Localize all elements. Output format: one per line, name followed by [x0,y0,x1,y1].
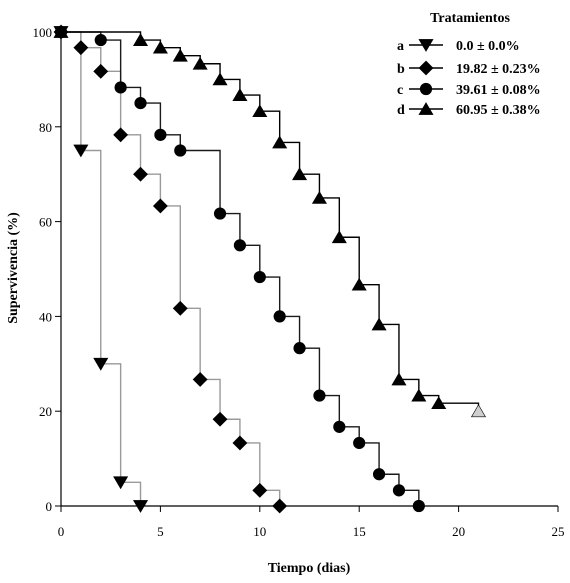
data-point-d [152,40,168,54]
data-point-c [372,468,386,481]
data-point-c [114,81,127,94]
legend-label: 39.61 ± 0.08% [456,83,541,98]
series-lines [61,31,480,506]
data-point-d [192,56,208,70]
data-point-c [94,33,107,47]
data-point-d [132,33,149,46]
data-point-b [212,411,228,427]
data-point-c [134,96,147,110]
data-point-c [174,144,187,157]
data-point-a [73,144,89,158]
legend-marker-triangle-down [418,39,434,52]
y-axis-title: Supervivencia (%) [6,212,21,324]
ticks: 0 5 10 15 20 25 0 20 40 60 80 100 [33,25,565,539]
x-tick-label: 0 [58,524,65,539]
x-tick-label: 20 [452,524,465,539]
data-point-c [333,420,346,433]
data-point-b [73,40,89,56]
data-point-d [371,317,387,331]
data-point-b [232,435,248,451]
x-tick-label: 5 [157,524,164,539]
data-point-b [152,198,168,214]
data-point-c [273,310,286,323]
legend-label: 19.82 ± 0.23% [456,62,541,77]
data-point-c [213,207,227,220]
data-point-a [113,476,129,490]
legend-title: Tratamientos [430,11,510,26]
data-point-d [331,230,347,244]
data-point-c [154,128,167,141]
data-point-c [233,239,247,252]
data-point-d [411,388,427,402]
data-point-d [391,372,407,386]
data-point-c [253,270,266,284]
legend: Tratamientos a 0.0 ± 0.0% b 19.82 ± 0.23% c 3… [397,11,541,118]
legend-marker-diamond [418,60,434,76]
legend-entry-c: c 39.61 ± 0.08% [397,82,541,98]
y-tick-label: 80 [39,120,52,135]
data-point-c [313,389,326,402]
data-point-b [252,482,268,498]
data-point-b [133,166,148,182]
x-tick-label: 10 [253,524,266,539]
legend-marker-triangle-up [418,102,434,115]
data-point-d [431,396,447,410]
data-point-c [293,342,306,355]
data-point-d [232,88,248,101]
data-point-d [172,48,188,62]
legend-marker-circle [419,82,433,96]
data-point-b [172,300,188,316]
data-point-b [113,127,129,143]
x-tick-label: 15 [353,524,366,539]
x-axis-title: Tiempo (dias) [268,561,351,576]
data-point-c [353,436,366,450]
data-point-d [470,404,487,418]
data-point-a [93,357,109,371]
legend-entry-a: a 0.0 ± 0.0% [397,39,520,54]
data-point-a [132,500,149,513]
data-point-d [212,72,228,86]
y-tick-label: 100 [33,25,53,40]
legend-letter: d [397,103,405,118]
legend-entry-b: b 19.82 ± 0.23% [397,60,541,77]
data-point-b [192,372,208,387]
data-point-d [351,277,367,291]
legend-letter: b [397,62,405,77]
data-point-c [392,484,406,497]
data-point-d [292,167,308,181]
series-line-a [61,31,142,506]
data-point-b [93,63,109,79]
series-line-b [61,31,281,506]
data-point-d [272,135,288,149]
legend-label: 60.95 ± 0.38% [456,103,541,118]
legend-label: 0.0 ± 0.0% [456,39,520,54]
legend-entry-d: d 60.95 ± 0.38% [397,102,541,118]
data-point-d [252,104,268,118]
series-markers [53,24,487,514]
y-tick-label: 20 [39,404,52,419]
y-tick-label: 40 [39,309,52,324]
x-tick-label: 25 [552,524,565,539]
y-tick-label: 0 [46,499,53,514]
y-tick-label: 60 [39,215,52,230]
data-point-d [311,191,327,204]
data-point-b [272,498,288,514]
legend-letter: a [397,39,404,54]
legend-letter: c [397,83,403,98]
data-point-c [412,499,425,513]
